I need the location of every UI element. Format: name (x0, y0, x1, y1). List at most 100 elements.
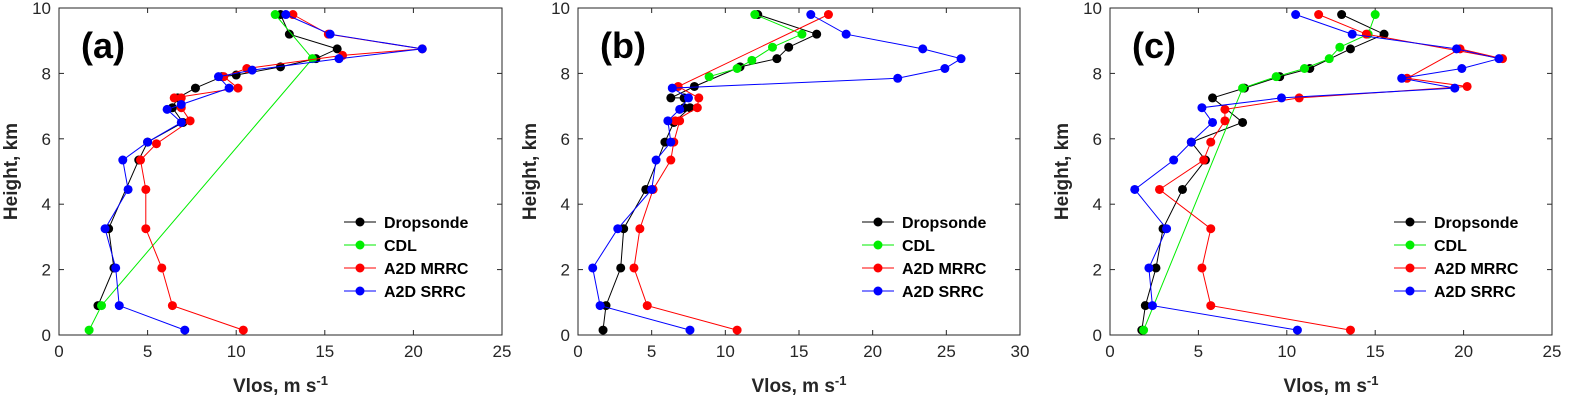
data-point (84, 325, 94, 335)
x-axis-label: Vlos, m s-1 (752, 373, 847, 397)
y-tick-label: 2 (561, 261, 570, 280)
data-point (1147, 301, 1157, 311)
data-point (841, 29, 851, 39)
data-point (616, 263, 626, 273)
data-point (247, 65, 257, 75)
y-tick-label: 10 (551, 0, 570, 18)
legend-swatch-marker (355, 217, 365, 227)
x-tick-label: 30 (1011, 342, 1030, 361)
x-tick-label: 0 (1105, 342, 1114, 361)
legend-swatch-marker (355, 240, 365, 250)
data-point (651, 155, 661, 165)
data-point (767, 42, 777, 52)
data-point (1457, 63, 1467, 73)
data-point (797, 29, 807, 39)
legend-swatch-marker (355, 286, 365, 296)
data-point (224, 83, 234, 93)
data-point (823, 10, 833, 20)
data-point (750, 10, 760, 20)
data-point (136, 155, 146, 165)
legend-label: A2D SRRC (1434, 284, 1516, 301)
data-point (1494, 54, 1504, 64)
x-tick-label: 10 (716, 342, 735, 361)
x-tick-label: 20 (404, 342, 423, 361)
data-point (940, 63, 950, 73)
data-point (647, 184, 657, 194)
data-point (1299, 63, 1309, 73)
series-a2d-mrrc (629, 10, 833, 335)
data-point (784, 42, 794, 52)
data-point (118, 155, 128, 165)
data-point (1140, 301, 1150, 311)
x-tick-label: 5 (1194, 342, 1203, 361)
data-point (111, 263, 121, 273)
data-point (143, 137, 153, 147)
y-tick-label: 4 (1093, 195, 1102, 214)
legend-label: CDL (1434, 238, 1467, 255)
data-point (1130, 184, 1140, 194)
y-tick-label: 10 (1083, 0, 1102, 18)
x-axis-label-text: Vlos, m s (233, 376, 316, 397)
data-point (141, 224, 151, 234)
x-tick-label: 0 (54, 342, 63, 361)
data-point (1139, 325, 1149, 335)
data-point (685, 325, 695, 335)
data-point (598, 325, 608, 335)
legend-swatch-marker (1405, 286, 1415, 296)
data-point (162, 104, 172, 114)
data-point (806, 10, 816, 20)
data-point (1335, 42, 1345, 52)
data-point (1379, 29, 1389, 39)
data-point (213, 72, 223, 82)
y-axis-label: Height, km (1, 123, 22, 220)
data-point (1238, 117, 1248, 127)
data-point (1169, 155, 1179, 165)
data-point (1324, 54, 1334, 64)
y-tick-label: 2 (42, 261, 51, 280)
x-tick-label: 25 (1543, 342, 1562, 361)
series-dropsonde (93, 10, 342, 311)
series-a2d-mrrc (1155, 10, 1507, 335)
data-point (1155, 184, 1165, 194)
y-tick-label: 8 (42, 64, 51, 83)
y-tick-label: 0 (42, 326, 51, 345)
data-point (190, 83, 200, 93)
data-point (169, 93, 179, 103)
legend-label: Dropsonde (902, 215, 987, 232)
series-line (1158, 14, 1503, 331)
data-point (642, 301, 652, 311)
legend-label: CDL (384, 238, 417, 255)
y-tick-label: 6 (561, 130, 570, 149)
x-tick-label: 10 (227, 342, 246, 361)
y-tick-label: 8 (1093, 64, 1102, 83)
data-point (281, 10, 291, 20)
legend-label: CDL (902, 238, 935, 255)
data-point (185, 116, 195, 126)
data-point (1276, 93, 1286, 103)
y-tick-label: 4 (42, 195, 51, 214)
panel-label: (c) (1132, 25, 1176, 66)
data-point (151, 139, 161, 149)
data-point (1370, 10, 1380, 20)
data-point (334, 54, 344, 64)
data-point (694, 93, 704, 103)
legend: Dropsonde CDL A2D MRRC A2D SRRC (862, 215, 987, 301)
data-point (157, 263, 167, 273)
data-point (1177, 184, 1187, 194)
y-tick-label: 6 (1093, 130, 1102, 149)
legend-label: Dropsonde (384, 215, 469, 232)
data-point (100, 224, 110, 234)
series-line (1141, 14, 1386, 331)
data-point (666, 155, 676, 165)
data-point (1197, 103, 1207, 113)
data-point (812, 29, 822, 39)
data-point (747, 55, 757, 65)
chart-panel-2: 0 5 10 15 20 25 30 0 2 4 6 8 10 Vlos, m s-1 Height, km… (520, 0, 1029, 397)
series-cdl (84, 10, 317, 335)
y-tick-label: 0 (1093, 326, 1102, 345)
x-axis-label-superscript: -1 (316, 373, 328, 388)
x-tick-label: 10 (1277, 342, 1296, 361)
y-tick-label: 8 (561, 64, 570, 83)
data-point (918, 44, 928, 54)
x-tick-label: 0 (573, 342, 582, 361)
